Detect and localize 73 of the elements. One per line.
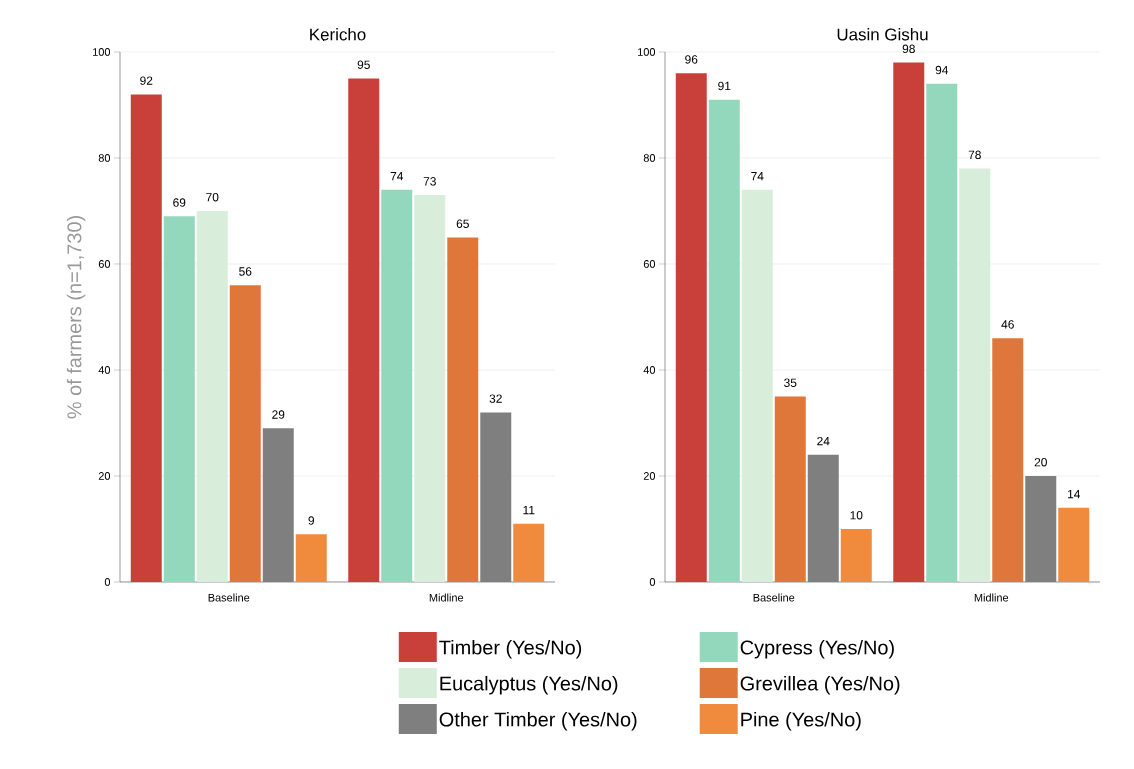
data-label: 69 bbox=[173, 198, 186, 207]
bar bbox=[675, 73, 707, 582]
data-label: 14 bbox=[1068, 490, 1081, 499]
legend-label: Cypress (Yes/No) bbox=[740, 639, 894, 659]
legend-label: Grevillea (Yes/No) bbox=[740, 675, 900, 695]
bar bbox=[480, 412, 512, 582]
y-tick-label: 20 bbox=[98, 472, 111, 480]
bar bbox=[1025, 475, 1057, 582]
y-tick-label: 20 bbox=[643, 472, 656, 480]
bar bbox=[163, 216, 195, 582]
bar bbox=[414, 195, 446, 582]
y-tick-label: 80 bbox=[643, 154, 656, 162]
bar bbox=[926, 83, 958, 582]
legend-label: Eucalyptus (Yes/No) bbox=[440, 675, 618, 695]
bar bbox=[959, 168, 991, 582]
y-axis-title: % of farmers (n=1,730) bbox=[66, 216, 86, 419]
y-tick-label: 0 bbox=[104, 578, 111, 586]
bar bbox=[348, 78, 380, 582]
data-label: 92 bbox=[140, 76, 153, 85]
chart-title: Uasin Gishu bbox=[837, 28, 928, 41]
bar bbox=[196, 210, 228, 582]
y-tick-label: 60 bbox=[98, 260, 111, 268]
bar bbox=[741, 189, 773, 582]
y-tick-label: 60 bbox=[643, 260, 656, 268]
bar bbox=[840, 528, 872, 582]
y-tick-label: 40 bbox=[98, 366, 111, 374]
bar bbox=[381, 189, 413, 582]
data-label: 95 bbox=[357, 60, 370, 69]
data-label: 10 bbox=[850, 511, 863, 520]
data-label: 29 bbox=[272, 410, 285, 419]
x-tick-label: Baseline bbox=[208, 593, 250, 602]
bar bbox=[893, 62, 925, 582]
data-label: 32 bbox=[489, 394, 502, 403]
data-label: 98 bbox=[902, 44, 915, 54]
bar bbox=[513, 523, 545, 582]
legend-label: Timber (Yes/No) bbox=[439, 639, 582, 659]
data-label: 78 bbox=[968, 150, 981, 160]
legend-label: Pine (Yes/No) bbox=[741, 711, 861, 731]
bar bbox=[229, 285, 261, 582]
bar bbox=[807, 454, 839, 582]
data-label: 35 bbox=[784, 378, 797, 387]
bar bbox=[447, 237, 479, 582]
y-tick-label: 100 bbox=[93, 48, 111, 56]
bar bbox=[708, 99, 740, 582]
data-label: 94 bbox=[935, 65, 949, 75]
y-tick-label: 80 bbox=[98, 154, 111, 162]
data-label: 73 bbox=[423, 177, 436, 186]
y-tick-label: 40 bbox=[643, 366, 656, 374]
x-tick-label: Baseline bbox=[753, 593, 795, 602]
bar bbox=[262, 428, 294, 582]
legend-label: Other Timber (Yes/No) bbox=[439, 711, 637, 731]
data-label: 24 bbox=[817, 436, 830, 446]
data-label: 9 bbox=[308, 516, 315, 525]
bar bbox=[1058, 507, 1090, 582]
data-label: 91 bbox=[718, 81, 731, 91]
data-label: 11 bbox=[523, 505, 535, 515]
data-label: 96 bbox=[685, 55, 698, 64]
y-tick-label: 0 bbox=[649, 578, 656, 586]
y-tick-label: 100 bbox=[638, 48, 656, 56]
data-label: 56 bbox=[239, 267, 252, 276]
data-label: 65 bbox=[456, 219, 469, 228]
bar bbox=[774, 396, 806, 582]
bar bbox=[295, 534, 327, 582]
data-label: 20 bbox=[1034, 458, 1047, 467]
chart-title: Kericho bbox=[310, 28, 366, 41]
data-label: 70 bbox=[206, 193, 219, 202]
x-tick-label: Midline bbox=[429, 593, 464, 602]
data-label: 74 bbox=[390, 172, 404, 181]
data-label: 46 bbox=[1001, 320, 1014, 329]
x-tick-label: Midline bbox=[974, 593, 1009, 602]
bar bbox=[130, 94, 162, 582]
data-label: 74 bbox=[751, 172, 764, 181]
bar bbox=[992, 338, 1024, 582]
